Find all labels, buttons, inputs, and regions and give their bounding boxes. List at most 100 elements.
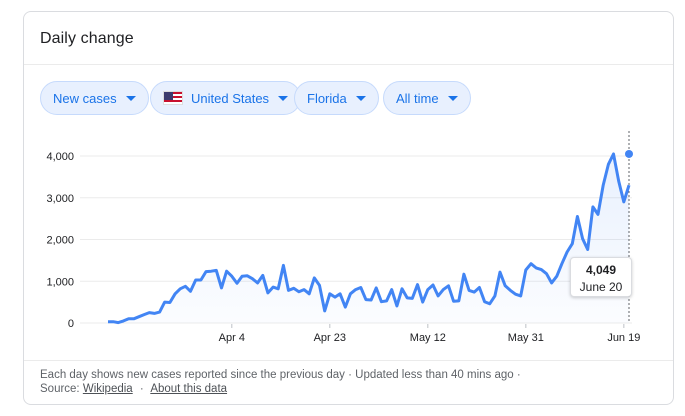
data-point[interactable] bbox=[122, 319, 125, 322]
data-point[interactable] bbox=[370, 299, 373, 302]
data-point[interactable] bbox=[452, 300, 455, 303]
data-point[interactable] bbox=[395, 304, 398, 307]
data-point[interactable] bbox=[189, 290, 192, 293]
about-data-link[interactable]: About this data bbox=[150, 383, 228, 395]
data-point[interactable] bbox=[468, 289, 471, 292]
data-point[interactable] bbox=[426, 288, 429, 291]
data-point[interactable] bbox=[354, 288, 357, 291]
data-point[interactable] bbox=[194, 278, 197, 281]
data-point[interactable] bbox=[566, 251, 569, 254]
data-point[interactable] bbox=[478, 286, 481, 289]
data-point[interactable] bbox=[328, 292, 331, 295]
data-point[interactable] bbox=[205, 270, 208, 273]
data-point[interactable] bbox=[483, 300, 486, 303]
data-point[interactable] bbox=[488, 302, 491, 305]
data-point[interactable] bbox=[112, 320, 115, 323]
data-point[interactable] bbox=[612, 152, 615, 155]
data-point[interactable] bbox=[571, 242, 574, 245]
data-point[interactable] bbox=[540, 268, 543, 271]
data-point[interactable] bbox=[148, 311, 151, 314]
data-point[interactable] bbox=[168, 301, 171, 304]
data-point[interactable] bbox=[586, 248, 589, 251]
data-point[interactable] bbox=[447, 284, 450, 287]
data-point[interactable] bbox=[349, 292, 352, 295]
data-point[interactable] bbox=[421, 301, 424, 304]
data-point[interactable] bbox=[576, 215, 579, 218]
data-point[interactable] bbox=[581, 237, 584, 240]
data-point[interactable] bbox=[617, 180, 620, 183]
data-point[interactable] bbox=[308, 292, 311, 295]
data-point[interactable] bbox=[431, 284, 434, 287]
data-point[interactable] bbox=[199, 278, 202, 281]
data-point[interactable] bbox=[225, 270, 228, 273]
data-point[interactable] bbox=[359, 286, 362, 289]
data-point[interactable] bbox=[622, 200, 625, 203]
data-point[interactable] bbox=[607, 163, 610, 166]
data-point[interactable] bbox=[333, 296, 336, 299]
data-point[interactable] bbox=[323, 309, 326, 312]
data-point[interactable] bbox=[560, 262, 563, 265]
data-point[interactable] bbox=[282, 264, 285, 267]
region-dropdown[interactable]: Florida bbox=[294, 81, 379, 115]
data-point[interactable] bbox=[303, 288, 306, 291]
data-point[interactable] bbox=[132, 317, 135, 320]
data-point[interactable] bbox=[529, 262, 532, 265]
data-point[interactable] bbox=[230, 275, 233, 278]
data-point[interactable] bbox=[261, 274, 264, 277]
data-point[interactable] bbox=[555, 275, 558, 278]
data-point[interactable] bbox=[519, 294, 522, 297]
data-point[interactable] bbox=[117, 321, 120, 324]
data-point[interactable] bbox=[215, 269, 218, 272]
data-point[interactable] bbox=[339, 292, 342, 295]
data-point[interactable] bbox=[184, 285, 187, 288]
data-point[interactable] bbox=[292, 287, 295, 290]
data-point[interactable] bbox=[313, 276, 316, 279]
data-point[interactable] bbox=[437, 294, 440, 297]
data-point[interactable] bbox=[272, 286, 275, 289]
data-point[interactable] bbox=[210, 270, 213, 273]
data-point[interactable] bbox=[158, 311, 161, 314]
data-point[interactable] bbox=[411, 297, 414, 300]
data-point[interactable] bbox=[442, 288, 445, 291]
data-point[interactable] bbox=[251, 277, 254, 280]
data-point[interactable] bbox=[545, 272, 548, 275]
data-point[interactable] bbox=[241, 275, 244, 278]
data-point[interactable] bbox=[493, 294, 496, 297]
data-point[interactable] bbox=[380, 300, 383, 303]
data-point[interactable] bbox=[107, 320, 110, 323]
data-point[interactable] bbox=[416, 283, 419, 286]
data-point[interactable] bbox=[297, 290, 300, 293]
data-point[interactable] bbox=[277, 287, 280, 290]
data-point[interactable] bbox=[143, 313, 146, 316]
data-point[interactable] bbox=[364, 298, 367, 301]
data-point[interactable] bbox=[499, 271, 502, 274]
data-point[interactable] bbox=[235, 282, 238, 285]
data-point[interactable] bbox=[390, 288, 393, 291]
data-point[interactable] bbox=[256, 281, 259, 284]
data-point[interactable] bbox=[344, 306, 347, 309]
data-point[interactable] bbox=[524, 268, 527, 271]
data-point[interactable] bbox=[174, 292, 177, 295]
data-point[interactable] bbox=[406, 296, 409, 299]
country-dropdown[interactable]: United States bbox=[150, 81, 302, 115]
data-point[interactable] bbox=[535, 266, 538, 269]
data-point[interactable] bbox=[473, 291, 476, 294]
data-point[interactable] bbox=[179, 287, 182, 290]
data-point[interactable] bbox=[137, 315, 140, 318]
data-point[interactable] bbox=[220, 286, 223, 289]
data-point[interactable] bbox=[509, 289, 512, 292]
data-point[interactable] bbox=[127, 317, 130, 320]
data-point[interactable] bbox=[318, 284, 321, 287]
data-point[interactable] bbox=[514, 293, 517, 296]
highlight-point[interactable] bbox=[625, 149, 633, 158]
data-point[interactable] bbox=[504, 284, 507, 287]
data-point[interactable] bbox=[163, 301, 166, 304]
data-point[interactable] bbox=[401, 287, 404, 290]
data-point[interactable] bbox=[266, 291, 269, 294]
metric-dropdown[interactable]: New cases bbox=[40, 81, 149, 115]
data-point[interactable] bbox=[375, 286, 378, 289]
data-point[interactable] bbox=[597, 213, 600, 216]
data-point[interactable] bbox=[153, 312, 156, 315]
time-range-dropdown[interactable]: All time bbox=[383, 81, 471, 115]
